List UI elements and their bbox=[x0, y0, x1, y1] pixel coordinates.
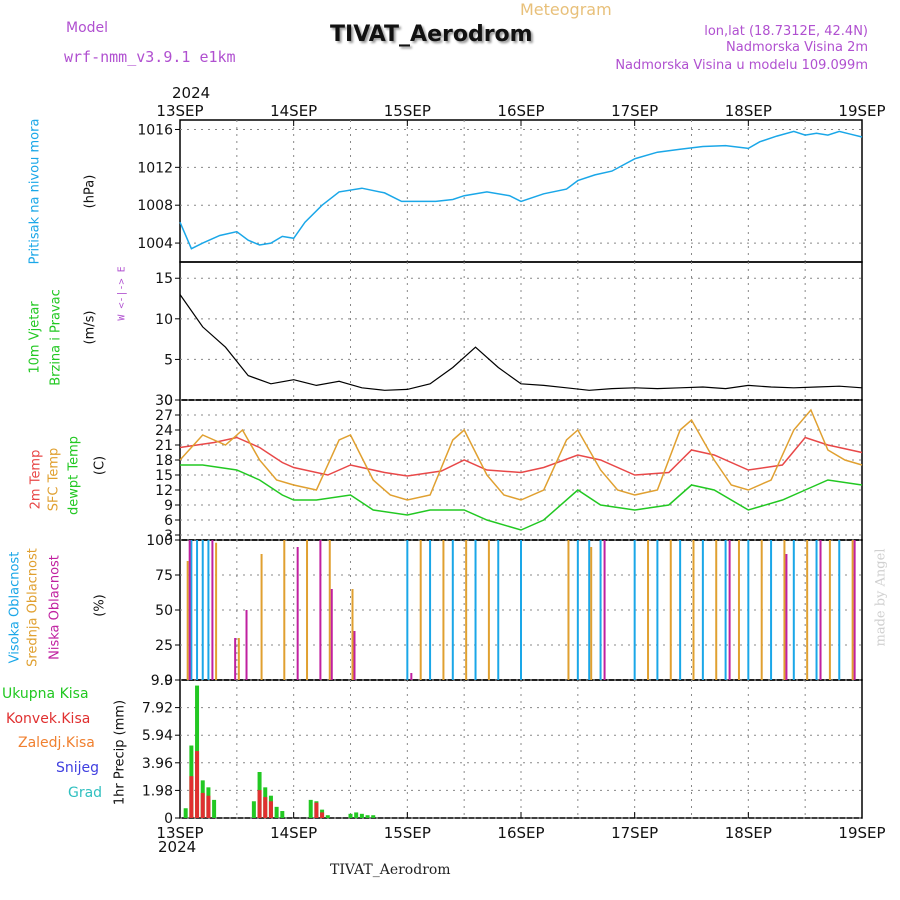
conv-precip-bar bbox=[200, 792, 205, 818]
y-tick-label: 18 bbox=[155, 453, 173, 469]
elevation-label: Nadmorska Visina 2m bbox=[726, 40, 868, 55]
total-precip-bar bbox=[325, 815, 330, 818]
y-tick-label: 9 bbox=[164, 498, 173, 514]
conv-precip-bar bbox=[195, 751, 200, 818]
total-precip-bar bbox=[371, 815, 376, 818]
x-tick-label-bottom: 14SEP bbox=[270, 824, 317, 842]
temp-2m-line bbox=[179, 436, 863, 477]
total-precip-bar bbox=[308, 799, 313, 818]
y-tick-label: 5.94 bbox=[142, 728, 173, 744]
y-tick-label: 10 bbox=[155, 312, 173, 328]
conv-precip-bar bbox=[263, 797, 268, 818]
conv-precip-bar bbox=[189, 776, 194, 818]
total-precip-bar bbox=[359, 813, 364, 818]
y-tick-label: 24 bbox=[155, 423, 173, 439]
product-title: Meteogram bbox=[520, 0, 612, 19]
total-precip-bar bbox=[348, 813, 353, 818]
total-precip-bar bbox=[251, 801, 256, 818]
legend-snow: Snijeg bbox=[56, 760, 100, 776]
total-precip-bar bbox=[274, 806, 279, 818]
y-tick-label: 1016 bbox=[137, 122, 173, 138]
legend-convective: Konvek.Kisa bbox=[6, 711, 91, 727]
legend-total: Ukupna Kisa bbox=[2, 686, 89, 702]
y-tick-label: 1008 bbox=[137, 198, 173, 214]
total-precip-bar bbox=[183, 808, 188, 818]
x-tick-label-top: 13SEP bbox=[156, 102, 203, 120]
dewpoint-line bbox=[180, 464, 863, 531]
y-tick-label: 9.9 bbox=[151, 673, 173, 689]
total-precip-bar bbox=[354, 812, 359, 818]
total-precip-bar bbox=[365, 815, 370, 818]
y-tick-label: 75 bbox=[155, 568, 173, 584]
conv-precip-bar bbox=[320, 812, 325, 818]
sfc-temp-line bbox=[179, 408, 863, 501]
y-tick-label: 1.98 bbox=[142, 783, 173, 799]
station-title: TIVAT_Aerodrom bbox=[330, 22, 533, 47]
x-tick-label-top: 14SEP bbox=[270, 102, 317, 120]
x-tick-label-bottom: 16SEP bbox=[497, 824, 544, 842]
total-precip-bar bbox=[280, 811, 285, 818]
model-label: Model bbox=[66, 20, 109, 36]
legend-graupel: Grad bbox=[68, 785, 103, 801]
y-tick-label: 12 bbox=[155, 483, 173, 499]
y-tick-label: 15 bbox=[155, 271, 173, 287]
y-tick-label: 3 bbox=[164, 528, 173, 544]
y-tick-label: 27 bbox=[155, 408, 173, 424]
x-tick-label-top: 17SEP bbox=[611, 102, 658, 120]
y-tick-label: 0 bbox=[164, 673, 173, 689]
bottom-year-label: 2024 bbox=[158, 838, 197, 856]
y-tick-label: 30 bbox=[155, 393, 173, 409]
conv-precip-bar bbox=[206, 795, 211, 818]
x-tick-label-bottom: 15SEP bbox=[384, 824, 431, 842]
y-tick-label: 0 bbox=[164, 811, 173, 827]
conv-precip-bar bbox=[257, 790, 262, 818]
footer-station: TIVAT_Aerodrom bbox=[330, 862, 451, 878]
pressure-line bbox=[179, 130, 863, 250]
wind-speed-line bbox=[179, 294, 863, 391]
y-tick-label: 3.96 bbox=[142, 756, 173, 772]
y-tick-label: 7.92 bbox=[142, 701, 173, 717]
x-tick-label-bottom: 18SEP bbox=[725, 824, 772, 842]
x-tick-label-bottom: 17SEP bbox=[611, 824, 658, 842]
x-tick-label-top: 18SEP bbox=[725, 102, 772, 120]
lonlat-label: lon,lat (18.7312E, 42.4N) bbox=[704, 24, 868, 39]
y-tick-label: 6 bbox=[164, 513, 173, 529]
x-tick-label-top: 16SEP bbox=[497, 102, 544, 120]
model-elevation-label: Nadmorska Visina u modelu 109.099m bbox=[615, 58, 868, 73]
x-tick-label-bottom: 19SEP bbox=[838, 824, 885, 842]
y-tick-label: 1012 bbox=[137, 160, 173, 176]
panel-frame bbox=[179, 679, 863, 819]
y-tick-label: 0 bbox=[164, 393, 173, 409]
y-tick-label: 5 bbox=[164, 352, 173, 368]
y-tick-label: 100 bbox=[146, 533, 173, 549]
y-tick-label: 25 bbox=[155, 638, 173, 654]
top-year-label: 2024 bbox=[172, 84, 211, 102]
panel-frame bbox=[179, 261, 863, 401]
legend-freezing: Zaledj.Kisa bbox=[18, 735, 95, 751]
y-tick-label: 50 bbox=[155, 603, 173, 619]
y-tick-label: 1004 bbox=[137, 236, 173, 252]
conv-precip-bar bbox=[268, 801, 273, 818]
x-tick-label-top: 19SEP bbox=[838, 102, 885, 120]
total-precip-bar bbox=[212, 799, 217, 818]
x-tick-label-bottom: 13SEP bbox=[156, 824, 203, 842]
x-tick-label-top: 15SEP bbox=[384, 102, 431, 120]
model-name: wrf-nmm_v3.9.1 e1km bbox=[64, 48, 236, 66]
y-tick-label: 21 bbox=[155, 438, 173, 454]
y-tick-label: 15 bbox=[155, 468, 173, 484]
conv-precip-bar bbox=[314, 802, 319, 818]
